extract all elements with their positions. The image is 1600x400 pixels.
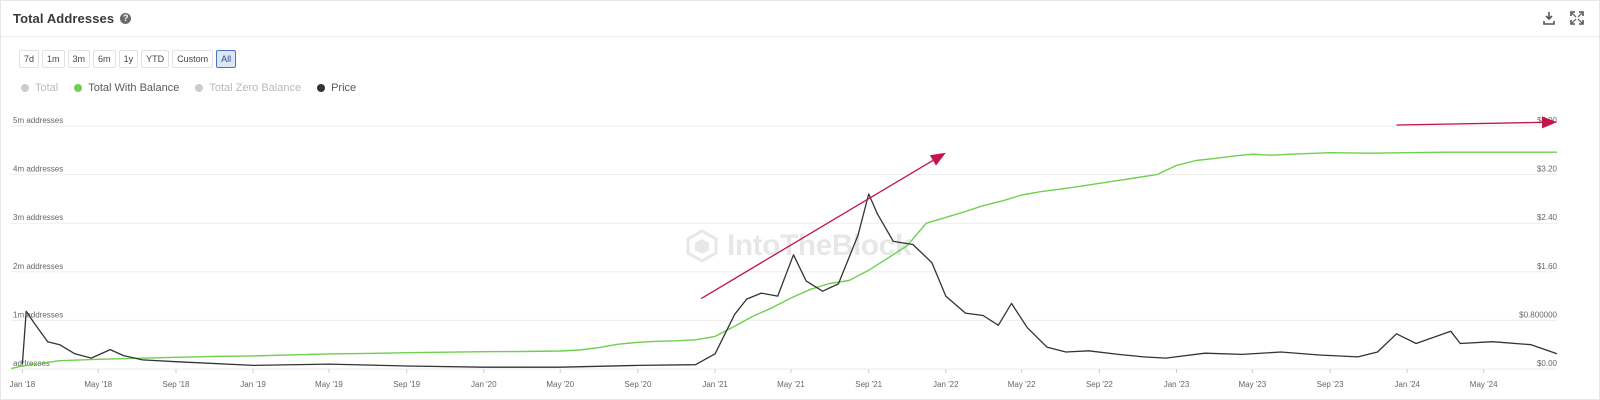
series-line-price <box>21 193 1558 368</box>
y-axis-right-labels: $4.00$3.20$2.40$1.60$0.800000$0.00 <box>1519 116 1557 368</box>
x-tick-label: May '22 <box>1008 380 1036 389</box>
x-tick-label: Sep '23 <box>1317 380 1344 389</box>
legend-marker <box>74 84 83 92</box>
range-button-1m[interactable]: 1m <box>42 50 65 68</box>
x-tick-label: Jan '18 <box>10 380 36 389</box>
annotation-layer <box>700 116 1557 300</box>
x-tick-label: Sep '21 <box>855 380 882 389</box>
card-header: Total Addresses ? <box>1 1 1599 37</box>
y-left-tick-label: 1m addresses <box>13 310 63 319</box>
y-left-tick-label: 2m addresses <box>13 262 63 271</box>
y-right-tick-label: $2.40 <box>1537 213 1558 222</box>
range-button-1y[interactable]: 1y <box>118 50 139 68</box>
legend-item[interactable]: Total <box>21 82 58 94</box>
question-circle-icon[interactable]: ? <box>120 13 132 24</box>
time-range-selector: 7d 1m 3m 6m 1y YTD Custom All <box>19 50 237 68</box>
watermark: IntoTheBlock <box>685 229 912 263</box>
y-right-tick-label: $0.00 <box>1537 359 1558 368</box>
x-tick-label: Jan '24 <box>1394 380 1420 389</box>
chart-title: Total Addresses <box>13 11 115 26</box>
y-left-tick-label: 5m addresses <box>13 116 63 125</box>
legend-item[interactable]: Total With Balance <box>74 82 179 94</box>
range-button-all[interactable]: All <box>216 50 237 68</box>
x-tick-label: May '18 <box>84 380 112 389</box>
x-tick-label: May '21 <box>777 380 805 389</box>
x-tick-label: Jan '19 <box>240 380 266 389</box>
x-tick-label: Sep '18 <box>163 380 190 389</box>
grid-lines <box>11 125 1557 370</box>
series-line-total-with-balance <box>10 151 1557 370</box>
download-icon[interactable] <box>1541 10 1557 26</box>
header-actions <box>1541 10 1585 26</box>
annotation-arrow-line <box>1396 121 1543 126</box>
y-right-tick-label: $3.20 <box>1537 165 1558 174</box>
legend-item[interactable]: Price <box>317 82 356 94</box>
legend-marker <box>21 84 29 92</box>
expand-icon[interactable] <box>1569 10 1585 26</box>
x-tick-label: Sep '19 <box>393 380 420 389</box>
range-button-ytd[interactable]: YTD <box>141 50 170 68</box>
x-tick-label: May '20 <box>546 380 574 389</box>
x-tick-label: Jan '22 <box>933 380 959 389</box>
series-layer <box>10 151 1558 370</box>
chart-legend: Total Total With Balance Total Zero Balanc… <box>21 82 356 94</box>
x-tick-label: May '24 <box>1470 380 1498 389</box>
annotation-arrow-line <box>700 159 934 300</box>
legend-marker <box>317 84 326 92</box>
range-button-custom[interactable]: Custom <box>172 50 214 68</box>
y-right-tick-label: $0.800000 <box>1519 310 1557 319</box>
x-tick-label: Sep '22 <box>1086 380 1113 389</box>
range-button-3m[interactable]: 3m <box>67 50 91 68</box>
watermark-logo-icon <box>686 229 718 263</box>
annotation-arrow-head <box>929 152 946 166</box>
x-tick-label: Jan '21 <box>702 380 728 389</box>
legend-label: Total Zero Balance <box>209 82 302 94</box>
y-left-tick-label: addresses <box>13 359 50 368</box>
y-axis-left-labels: 5m addresses 4m addresses 3m addresses 2m a… <box>13 116 63 368</box>
legend-item[interactable]: Total Zero Balance <box>195 82 301 94</box>
y-left-tick-label: 3m addresses <box>13 213 63 222</box>
x-tick-label: Jan '20 <box>471 380 497 389</box>
x-tick-label: May '23 <box>1238 380 1266 389</box>
legend-marker <box>195 84 204 92</box>
y-left-tick-label: 4m addresses <box>13 165 63 174</box>
x-tick-label: Jan '23 <box>1164 380 1190 389</box>
legend-label: Total <box>35 82 59 94</box>
legend-label: Price <box>331 82 357 94</box>
y-right-tick-label: $1.60 <box>1537 262 1558 271</box>
x-axis-labels: Jan '18 May '18 Sep '18 Jan '19 May '19 Sep '… <box>10 369 1498 389</box>
range-button-7d[interactable]: 7d <box>19 50 40 68</box>
watermark-text: IntoTheBlock <box>727 229 912 262</box>
range-button-6m[interactable]: 6m <box>93 50 116 68</box>
x-tick-label: Sep '20 <box>625 380 652 389</box>
x-tick-label: May '19 <box>315 380 343 389</box>
annotation-arrow-head <box>1541 116 1557 129</box>
legend-label: Total With Balance <box>88 82 180 94</box>
